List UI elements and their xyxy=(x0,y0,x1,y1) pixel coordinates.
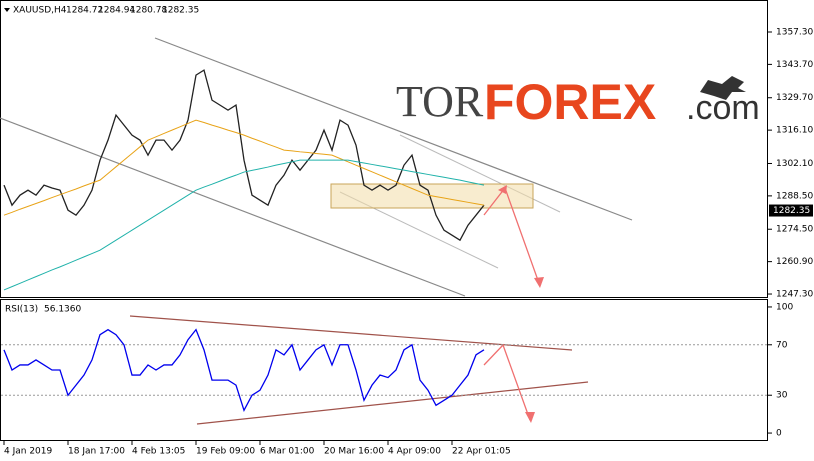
logo-forex: FOREX xyxy=(484,74,656,130)
y-tick-label: 1329.70 xyxy=(776,93,813,103)
y-tick-label: 1357.30 xyxy=(776,27,813,37)
series-line xyxy=(3,328,485,413)
logo-tor: TOR xyxy=(396,77,484,126)
x-tick-label: 19 Feb 09:00 xyxy=(196,447,255,457)
channel-line xyxy=(154,37,633,221)
series-line xyxy=(3,119,485,216)
y-tick-label: 1316.10 xyxy=(776,126,813,136)
price-box xyxy=(769,204,813,217)
x-tick-label: 6 Mar 01:00 xyxy=(260,447,315,457)
y-tick-label: 30 xyxy=(776,391,788,401)
arrow-head xyxy=(525,412,535,423)
x-tick-label: 18 Jan 17:00 xyxy=(68,447,125,457)
symbol: XAUUSD,H4 xyxy=(13,6,67,16)
price-frame xyxy=(0,0,768,298)
arrow-head xyxy=(498,185,507,194)
rsi-title: RSI(13) xyxy=(5,305,38,315)
arrow-head xyxy=(534,277,544,288)
ohlc-value: 1284.72 xyxy=(66,6,103,16)
logo: TOR FOREX .com xyxy=(396,74,760,130)
ohlc-value: 1280.78 xyxy=(130,6,167,16)
y-tick-label: 1288.50 xyxy=(776,191,813,201)
logo-icon xyxy=(700,76,746,100)
series-line xyxy=(3,159,485,291)
x-tick-label: 22 Apr 01:05 xyxy=(452,447,511,457)
y-tick-label: 70 xyxy=(776,340,788,350)
x-tick-label: 4 Jan 2019 xyxy=(4,447,52,457)
y-tick-label: 1343.70 xyxy=(776,60,813,70)
channel-line xyxy=(0,117,466,297)
trend-line xyxy=(196,381,589,425)
rsi-frame xyxy=(0,299,768,441)
ohlc-value: 1284.94 xyxy=(98,6,135,16)
rsi-value: 56.1360 xyxy=(44,305,81,315)
header-icon xyxy=(4,8,10,12)
x-tick-label: 4 Apr 09:00 xyxy=(388,447,441,457)
header: XAUUSD,H4 RSI(13) 56.1360 xyxy=(4,6,81,315)
ohlc-value: 1282.35 xyxy=(162,6,199,16)
current-price: 1282.35 xyxy=(773,206,810,216)
y-tick-label: 100 xyxy=(776,302,793,312)
y-tick-label: 1302.10 xyxy=(776,159,813,169)
x-tick-label: 4 Feb 13:05 xyxy=(132,447,185,457)
logo-com: .com xyxy=(686,89,760,127)
y-tick-label: 1274.50 xyxy=(776,225,813,235)
y-tick-label: 1260.90 xyxy=(776,257,813,267)
y-tick-label: 1247.30 xyxy=(776,290,813,300)
y-tick-label: 0 xyxy=(776,429,782,439)
series-line xyxy=(3,69,485,242)
x-tick-label: 20 Mar 16:00 xyxy=(324,447,384,457)
